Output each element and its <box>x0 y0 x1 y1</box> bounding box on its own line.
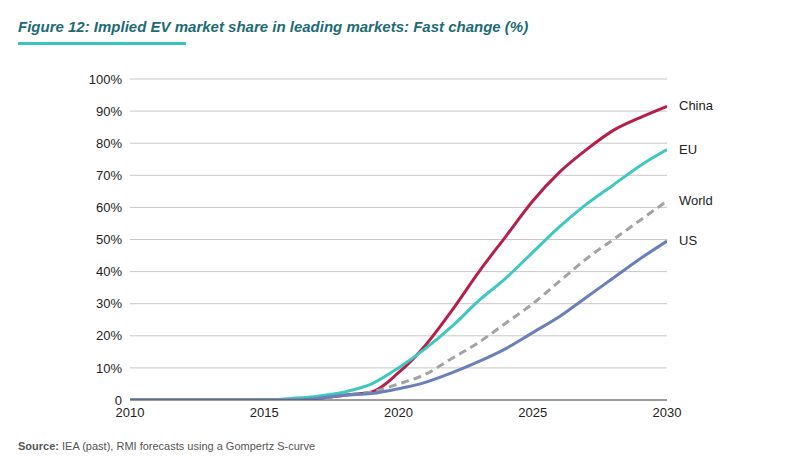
html-text:Source: IEA (past), RMI foreca: Source: IEA (past), RMI forecasts using … <box>18 440 316 452</box>
svg-text:60%: 60% <box>96 200 122 215</box>
svg-text:40%: 40% <box>96 264 122 279</box>
svg-text:World: World <box>679 193 713 208</box>
svg-text:EU: EU <box>679 142 697 157</box>
svg-text:2010: 2010 <box>115 405 145 421</box>
svg-text:2030: 2030 <box>653 405 682 420</box>
svg-text:2015: 2015 <box>250 405 279 420</box>
svg-text:50%: 50% <box>96 232 122 247</box>
svg-text:90%: 90% <box>96 104 122 119</box>
svg-text:30%: 30% <box>96 296 122 311</box>
svg-text:100%: 100% <box>89 72 123 87</box>
svg-text:0: 0 <box>115 393 122 408</box>
svg-text:China: China <box>679 98 714 113</box>
svg-text:80%: 80% <box>96 136 122 151</box>
svg-text:2025: 2025 <box>518 405 547 420</box>
svg-text:10%: 10% <box>96 361 122 376</box>
svg-text:US: US <box>679 233 697 248</box>
svg-text:70%: 70% <box>96 168 122 183</box>
svg-text:2020: 2020 <box>384 405 413 420</box>
svg-text:20%: 20% <box>96 328 122 343</box>
html-text:Figure 12: Implied EV market s: Figure 12: Implied EV market share in le… <box>18 18 529 35</box>
